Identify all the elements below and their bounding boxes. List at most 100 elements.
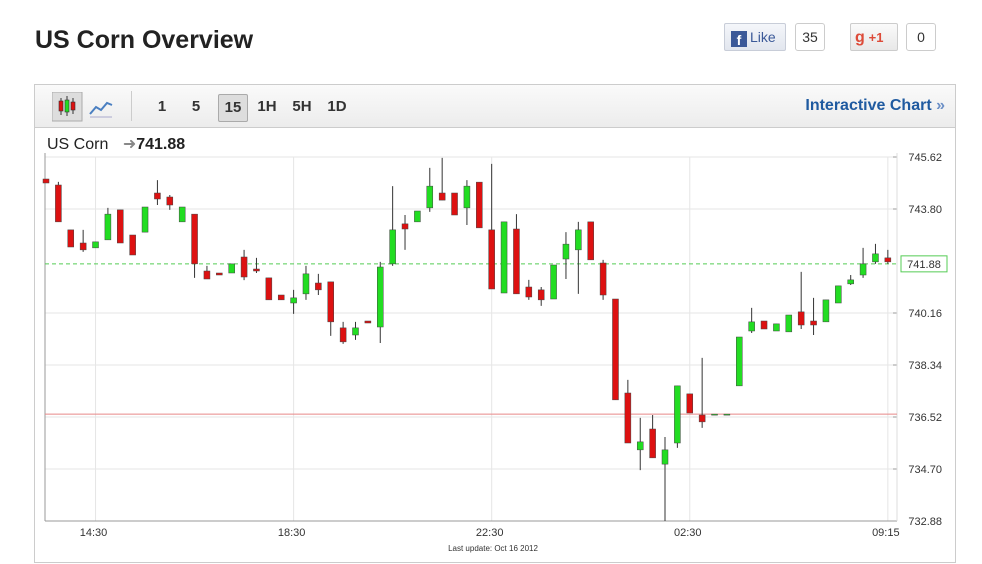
line-icon-button[interactable]	[89, 101, 113, 115]
candle-body	[438, 192, 446, 201]
candle-body	[67, 229, 75, 248]
facebook-icon: f	[731, 31, 747, 48]
candle-body	[240, 256, 248, 278]
candle-body	[884, 257, 892, 263]
x-tick-label: 22:30	[476, 527, 504, 539]
interval-button[interactable]: 1	[157, 98, 167, 115]
candle-body	[426, 185, 434, 209]
candle-body	[636, 441, 644, 451]
candle-body	[129, 234, 136, 256]
candle-body	[364, 320, 372, 324]
like-button[interactable]: f Like	[724, 23, 786, 51]
candle-body	[327, 281, 334, 323]
candle-body	[760, 320, 768, 330]
last-update: Last update: Oct 16 2012	[448, 544, 538, 553]
candle-body	[191, 213, 198, 265]
candle-body	[401, 223, 409, 230]
candle-body	[92, 241, 99, 249]
toolbar: 1 5 15 1H 5H 1D Interactive Chart »	[35, 85, 955, 128]
candle-body	[463, 185, 471, 209]
candle-body	[451, 192, 458, 216]
candle-body	[377, 266, 384, 328]
interval-button[interactable]: 1D	[327, 98, 347, 115]
candle-body	[537, 289, 545, 301]
candle-body	[228, 263, 235, 274]
candle-body	[203, 270, 211, 280]
candle-body	[352, 327, 359, 336]
instrument-row: US Corn ➜741.88	[47, 134, 185, 154]
interval-button[interactable]: 5	[191, 98, 201, 115]
candle-body	[773, 323, 780, 332]
candle-body	[265, 277, 273, 301]
x-tick-label: 09:15	[872, 527, 900, 539]
interval-button[interactable]: 1H	[257, 98, 277, 115]
candle-body	[414, 210, 421, 223]
chart-style-icons	[52, 92, 113, 122]
price-arrow: ➜	[122, 136, 137, 153]
like-label: Like	[750, 29, 776, 45]
candle-body	[711, 413, 718, 416]
separator	[131, 91, 132, 121]
candle-body	[649, 428, 656, 459]
x-tick-label: 02:30	[674, 527, 702, 539]
candle-body	[315, 282, 322, 291]
y-tick-label: 738.34	[908, 360, 942, 372]
candle-body	[42, 178, 50, 184]
candle-body	[736, 336, 743, 387]
candle-body	[797, 311, 805, 326]
candle-body	[79, 242, 87, 251]
candle-body	[476, 181, 483, 229]
candle-body	[810, 320, 817, 326]
candle-body	[216, 272, 223, 276]
candle-body	[389, 229, 396, 265]
candle-body	[698, 414, 706, 423]
interactive-chart-link[interactable]: Interactive Chart »	[805, 97, 945, 115]
candle-body	[525, 286, 533, 298]
x-tick-label: 18:30	[278, 527, 306, 539]
instrument-name: US Corn	[47, 136, 109, 153]
candle-body	[575, 229, 582, 251]
candle-body	[513, 228, 520, 295]
page-title: US Corn Overview	[35, 26, 254, 54]
candle-body	[562, 243, 570, 260]
candle-body	[599, 262, 607, 296]
link-label: Interactive Chart	[805, 97, 932, 114]
candle-body	[723, 413, 731, 416]
candle-body	[104, 213, 112, 241]
candle-body	[686, 393, 694, 414]
candle-body	[302, 273, 310, 295]
candle-body	[859, 263, 867, 276]
y-tick-label: 736.52	[908, 412, 942, 424]
candle-body	[178, 206, 186, 223]
candle-body	[587, 221, 594, 261]
plus-one-count: 0	[906, 23, 936, 51]
y-tick-label: 732.88	[908, 516, 942, 528]
y-tick-label: 734.70	[908, 464, 942, 476]
candle-body	[822, 299, 830, 323]
candle-body	[500, 221, 508, 294]
candle-body	[154, 192, 161, 200]
candle-body	[277, 294, 285, 301]
interval-button[interactable]: 5H	[292, 98, 312, 115]
candle-body	[488, 229, 495, 290]
last-price-label: 741.88	[907, 259, 941, 271]
candle-body	[55, 184, 62, 223]
last-price: 741.88	[136, 136, 186, 153]
candle-body	[290, 297, 297, 304]
interval-button[interactable]: 15	[218, 94, 248, 122]
y-tick-label: 745.62	[908, 152, 942, 164]
candle-body	[550, 264, 557, 300]
candle-body	[117, 209, 124, 244]
plus-one-button[interactable]: g +1	[850, 23, 898, 51]
y-tick-label: 743.80	[908, 204, 942, 216]
candle-body	[253, 268, 260, 272]
link-arrow: »	[936, 97, 945, 114]
x-tick-label: 14:30	[80, 527, 108, 539]
candle-body	[339, 327, 347, 343]
like-count: 35	[795, 23, 825, 51]
chart-panel: 1 5 15 1H 5H 1D Interactive Chart » US Corn ➜…	[34, 84, 956, 563]
candle-body	[847, 279, 854, 285]
google-icon: g	[855, 29, 865, 46]
candle-body	[748, 321, 755, 332]
